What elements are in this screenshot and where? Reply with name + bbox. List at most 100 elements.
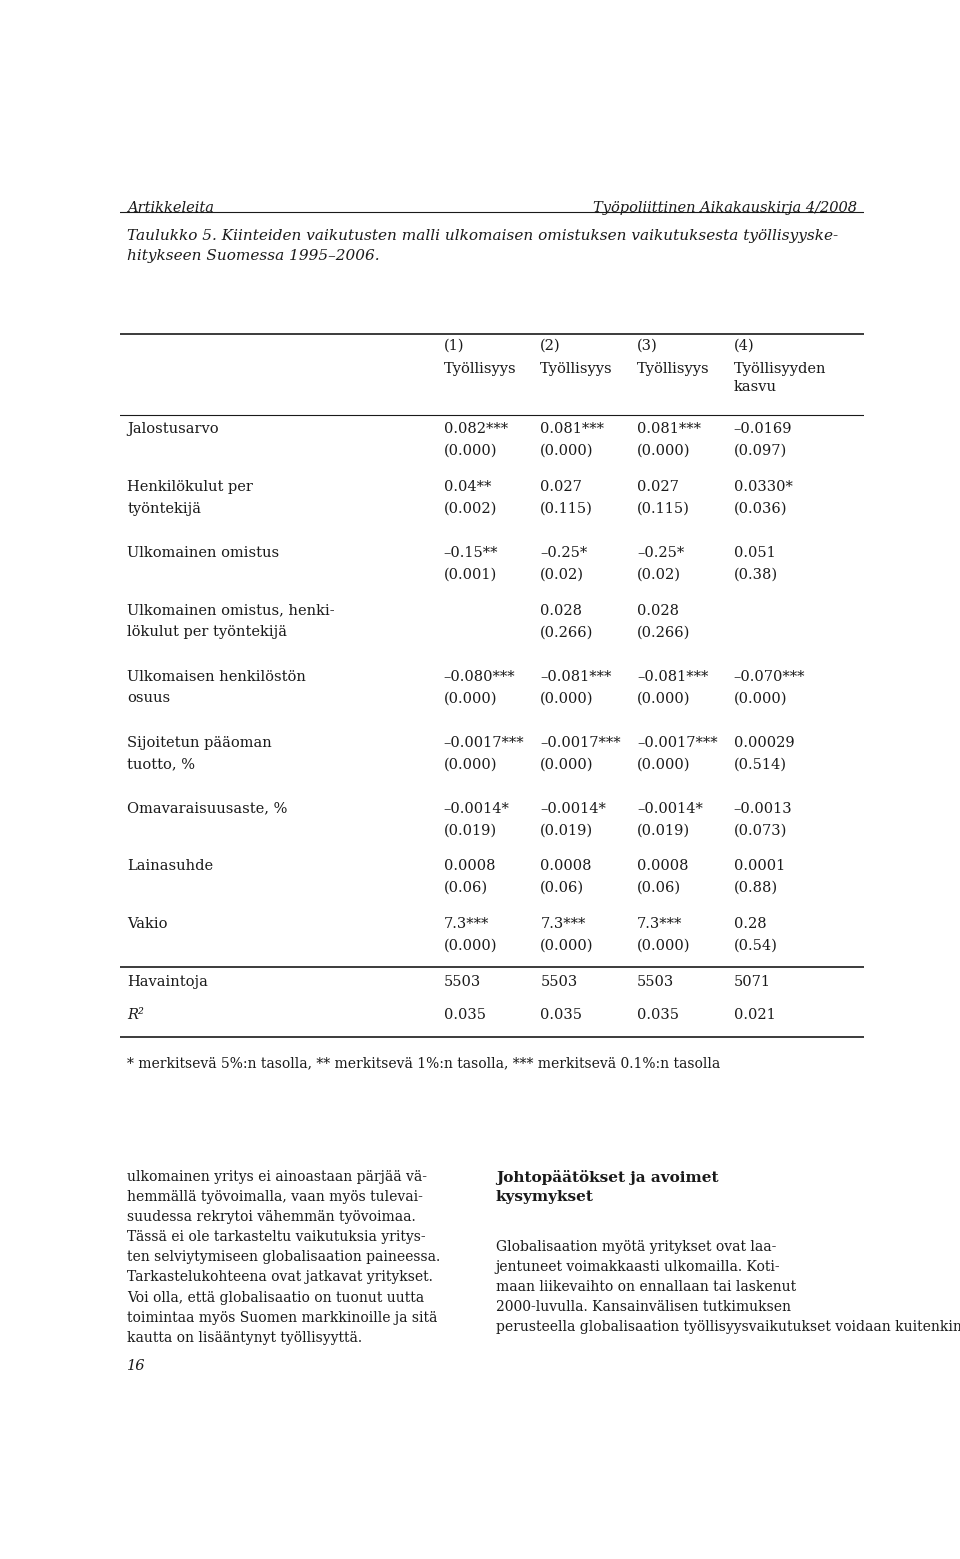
- Text: 0.0008: 0.0008: [637, 859, 688, 873]
- Text: –0.0017***: –0.0017***: [540, 736, 621, 750]
- Text: (0.514): (0.514): [733, 758, 787, 772]
- Text: 7.3***: 7.3***: [540, 917, 586, 931]
- Text: (0.38): (0.38): [733, 567, 778, 582]
- Text: 0.028: 0.028: [540, 603, 583, 617]
- Text: –0.0013: –0.0013: [733, 801, 792, 815]
- Text: 0.081***: 0.081***: [637, 422, 701, 437]
- Text: –0.0017***: –0.0017***: [637, 736, 718, 750]
- Text: 0.027: 0.027: [540, 480, 582, 494]
- Text: 0.021: 0.021: [733, 1009, 776, 1023]
- Text: (0.073): (0.073): [733, 823, 787, 837]
- Text: (0.000): (0.000): [540, 758, 594, 772]
- Text: (0.06): (0.06): [540, 881, 585, 895]
- Text: (2): (2): [540, 338, 561, 352]
- Text: (0.000): (0.000): [637, 758, 690, 772]
- Text: työntekijä: työntekijä: [128, 502, 202, 516]
- Text: (0.001): (0.001): [444, 567, 497, 582]
- Text: 16: 16: [128, 1359, 146, 1373]
- Text: lökulut per työntekijä: lökulut per työntekijä: [128, 625, 287, 639]
- Text: 5503: 5503: [540, 974, 578, 988]
- Text: (0.019): (0.019): [637, 823, 690, 837]
- Text: 7.3***: 7.3***: [637, 917, 683, 931]
- Text: (0.88): (0.88): [733, 881, 778, 895]
- Text: 0.027: 0.027: [637, 480, 679, 494]
- Text: (0.54): (0.54): [733, 939, 778, 953]
- Text: (0.000): (0.000): [637, 691, 690, 705]
- Text: Työllisyys: Työllisyys: [444, 362, 516, 376]
- Text: 0.035: 0.035: [540, 1009, 583, 1023]
- Text: 0.082***: 0.082***: [444, 422, 508, 437]
- Text: –0.0014*: –0.0014*: [540, 801, 606, 815]
- Text: Havaintoja: Havaintoja: [128, 974, 208, 988]
- Text: ulkomainen yritys ei ainoastaan pärjää vä-
hemmällä työvoimalla, vaan myös tulev: ulkomainen yritys ei ainoastaan pärjää v…: [128, 1171, 441, 1344]
- Text: (4): (4): [733, 338, 755, 352]
- Text: Jalostusarvo: Jalostusarvo: [128, 422, 219, 437]
- Text: (0.000): (0.000): [733, 691, 787, 705]
- Text: (0.266): (0.266): [540, 625, 593, 639]
- Text: (0.06): (0.06): [637, 881, 682, 895]
- Text: Ulkomaisen henkilöstön: Ulkomaisen henkilöstön: [128, 670, 306, 684]
- Text: –0.081***: –0.081***: [637, 670, 708, 684]
- Text: Ulkomainen omistus, henki-: Ulkomainen omistus, henki-: [128, 603, 335, 617]
- Text: (0.06): (0.06): [444, 881, 488, 895]
- Text: (0.266): (0.266): [637, 625, 690, 639]
- Text: (0.019): (0.019): [540, 823, 593, 837]
- Text: Omavaraisuusaste, %: Omavaraisuusaste, %: [128, 801, 288, 815]
- Text: * merkitsevä 5%:n tasolla, ** merkitsevä 1%:n tasolla, *** merkitsevä 0.1%:n tas: * merkitsevä 5%:n tasolla, ** merkitsevä…: [128, 1055, 721, 1069]
- Text: (0.000): (0.000): [637, 444, 690, 458]
- Text: 0.035: 0.035: [637, 1009, 679, 1023]
- Text: (0.000): (0.000): [540, 939, 594, 953]
- Text: 0.0330*: 0.0330*: [733, 480, 793, 494]
- Text: osuus: osuus: [128, 691, 171, 705]
- Text: –0.080***: –0.080***: [444, 670, 516, 684]
- Text: –0.15**: –0.15**: [444, 546, 498, 560]
- Text: 0.081***: 0.081***: [540, 422, 605, 437]
- Text: Työllisyys: Työllisyys: [637, 362, 709, 376]
- Text: –0.25*: –0.25*: [637, 546, 684, 560]
- Text: tuotto, %: tuotto, %: [128, 758, 196, 772]
- Text: 0.28: 0.28: [733, 917, 766, 931]
- Text: –0.070***: –0.070***: [733, 670, 805, 684]
- Text: Työllisyys: Työllisyys: [540, 362, 613, 376]
- Text: 5503: 5503: [637, 974, 674, 988]
- Text: –0.0169: –0.0169: [733, 422, 792, 437]
- Text: (0.000): (0.000): [444, 444, 497, 458]
- Text: (0.000): (0.000): [444, 758, 497, 772]
- Text: (1): (1): [444, 338, 464, 352]
- Text: 0.04**: 0.04**: [444, 480, 491, 494]
- Text: Sijoitetun pääoman: Sijoitetun pääoman: [128, 736, 273, 750]
- Text: 0.0008: 0.0008: [540, 859, 592, 873]
- Text: 0.0001: 0.0001: [733, 859, 785, 873]
- Text: (0.02): (0.02): [540, 567, 585, 582]
- Text: Lainasuhde: Lainasuhde: [128, 859, 213, 873]
- Text: –0.0017***: –0.0017***: [444, 736, 524, 750]
- Text: Globalisaation myötä yritykset ovat laa-
jentuneet voimakkaasti ulkomailla. Koti: Globalisaation myötä yritykset ovat laa-…: [495, 1239, 960, 1335]
- Text: (0.115): (0.115): [637, 502, 690, 516]
- Text: Henkilökulut per: Henkilökulut per: [128, 480, 253, 494]
- Text: 5071: 5071: [733, 974, 771, 988]
- Text: 0.028: 0.028: [637, 603, 679, 617]
- Text: (0.000): (0.000): [540, 444, 594, 458]
- Text: (0.115): (0.115): [540, 502, 593, 516]
- Text: –0.25*: –0.25*: [540, 546, 588, 560]
- Text: Työllisyyden
kasvu: Työllisyyden kasvu: [733, 362, 827, 393]
- Text: (3): (3): [637, 338, 658, 352]
- Text: (0.000): (0.000): [444, 691, 497, 705]
- Text: 5503: 5503: [444, 974, 481, 988]
- Text: 0.051: 0.051: [733, 546, 776, 560]
- Text: (0.036): (0.036): [733, 502, 787, 516]
- Text: (0.000): (0.000): [444, 939, 497, 953]
- Text: 7.3***: 7.3***: [444, 917, 489, 931]
- Text: –0.081***: –0.081***: [540, 670, 612, 684]
- Text: –0.0014*: –0.0014*: [444, 801, 510, 815]
- Text: –0.0014*: –0.0014*: [637, 801, 703, 815]
- Text: (0.097): (0.097): [733, 444, 787, 458]
- Text: (0.000): (0.000): [637, 939, 690, 953]
- Text: 0.0008: 0.0008: [444, 859, 495, 873]
- Text: Vakio: Vakio: [128, 917, 168, 931]
- Text: 0.035: 0.035: [444, 1009, 486, 1023]
- Text: Johtopäätökset ja avoimet
kysymykset: Johtopäätökset ja avoimet kysymykset: [495, 1171, 718, 1204]
- Text: Taulukko 5. Kiinteiden vaikutusten malli ulkomaisen omistuksen vaikutuksesta työ: Taulukko 5. Kiinteiden vaikutusten malli…: [128, 229, 839, 262]
- Text: Työpoliittinen Aikakauskirja 4/2008: Työpoliittinen Aikakauskirja 4/2008: [592, 201, 856, 215]
- Text: Artikkeleita: Artikkeleita: [128, 201, 214, 215]
